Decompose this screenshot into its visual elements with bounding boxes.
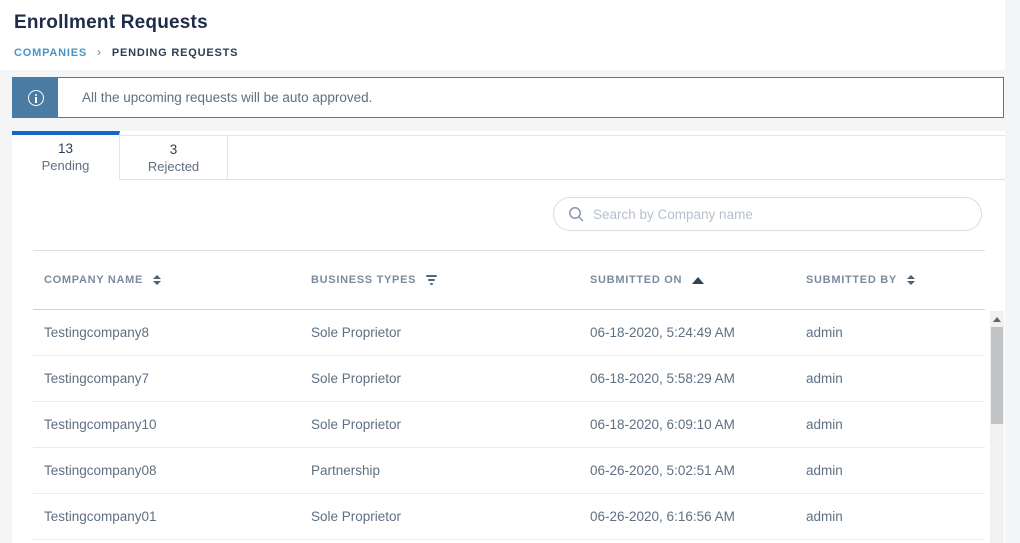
sort-both-icon xyxy=(906,275,915,285)
cell-business-type: Sole Proprietor xyxy=(311,371,402,386)
tab-bar: 13 Pending 3 Rejected xyxy=(12,131,1005,180)
cell-submitted-on: 06-18-2020, 5:58:29 AM xyxy=(590,371,735,386)
cell-business-type: Sole Proprietor xyxy=(311,417,402,432)
cell-submitted-on: 06-26-2020, 5:02:51 AM xyxy=(590,463,735,478)
page-title: Enrollment Requests xyxy=(14,12,208,33)
search-box[interactable] xyxy=(553,197,982,231)
search-input[interactable] xyxy=(593,206,967,222)
info-banner-icon-block xyxy=(13,78,58,117)
tab-pending-label: Pending xyxy=(41,157,90,173)
cell-company-name[interactable]: Testingcompany10 xyxy=(44,417,157,432)
tab-bar-filler xyxy=(228,135,1005,180)
page-header: Enrollment Requests COMPANIES › PENDING … xyxy=(0,0,1005,70)
column-header-label: COMPANY NAME xyxy=(44,274,144,286)
info-icon xyxy=(27,89,44,106)
tab-rejected-label: Rejected xyxy=(147,159,200,174)
cell-submitted-by: admin xyxy=(806,371,843,386)
column-header-company-name[interactable]: COMPANY NAME xyxy=(33,274,300,286)
scroll-up-arrow-icon xyxy=(993,316,1001,322)
chevron-right-icon: › xyxy=(97,45,102,59)
tab-rejected-count: 3 xyxy=(169,142,178,157)
table-row[interactable]: Testingcompany7 Sole Proprietor 06-18-20… xyxy=(33,356,985,402)
column-header-business-types[interactable]: BUSINESS TYPES xyxy=(300,274,579,286)
tab-pending[interactable]: 13 Pending xyxy=(12,131,120,180)
cell-submitted-by: admin xyxy=(806,325,843,340)
table-scrollbar[interactable] xyxy=(990,311,1004,543)
filter-icon[interactable] xyxy=(426,275,438,285)
scrollbar-up-button[interactable] xyxy=(990,311,1004,327)
breadcrumb-current: PENDING REQUESTS xyxy=(111,47,239,59)
tab-rejected[interactable]: 3 Rejected xyxy=(120,135,228,180)
cell-submitted-by: admin xyxy=(806,417,843,432)
table-row[interactable]: Testingcompany08 Partnership 06-26-2020,… xyxy=(33,448,985,494)
cell-submitted-on: 06-26-2020, 6:16:56 AM xyxy=(590,509,735,524)
column-header-submitted-by[interactable]: SUBMITTED BY xyxy=(795,274,985,286)
cell-submitted-by: admin xyxy=(806,463,843,478)
cell-submitted-on: 06-18-2020, 6:09:10 AM xyxy=(590,417,735,432)
cell-company-name[interactable]: Testingcompany01 xyxy=(44,509,157,524)
sort-asc-icon xyxy=(692,276,705,284)
sort-both-icon xyxy=(153,275,162,285)
content-card: 13 Pending 3 Rejected COMPANY NAME BUSIN… xyxy=(12,131,1005,543)
requests-table: COMPANY NAME BUSINESS TYPES SUBMITTED ON… xyxy=(33,250,985,543)
table-row[interactable]: Testingcompany01 Sole Proprietor 06-26-2… xyxy=(33,494,985,540)
cell-company-name[interactable]: Testingcompany08 xyxy=(44,463,157,478)
cell-company-name[interactable]: Testingcompany8 xyxy=(44,325,150,340)
column-header-label: SUBMITTED ON xyxy=(590,274,683,286)
table-header-row: COMPANY NAME BUSINESS TYPES SUBMITTED ON… xyxy=(33,250,985,310)
cell-business-type: Sole Proprietor xyxy=(311,509,402,524)
info-banner-message: All the upcoming requests will be auto a… xyxy=(82,90,373,105)
cell-submitted-on: 06-18-2020, 5:24:49 AM xyxy=(590,325,735,340)
breadcrumb: COMPANIES › PENDING REQUESTS xyxy=(14,45,239,60)
column-header-submitted-on[interactable]: SUBMITTED ON xyxy=(579,274,795,286)
breadcrumb-companies-link[interactable]: COMPANIES xyxy=(14,47,88,59)
tab-pending-count: 13 xyxy=(57,140,74,156)
cell-business-type: Partnership xyxy=(311,463,381,478)
table-row[interactable]: Testingcompany8 Sole Proprietor 06-18-20… xyxy=(33,310,985,356)
cell-business-type: Sole Proprietor xyxy=(311,325,402,340)
table-row[interactable]: Testingcompany10 Sole Proprietor 06-18-2… xyxy=(33,402,985,448)
search-icon xyxy=(569,207,584,222)
column-header-label: SUBMITTED BY xyxy=(806,274,897,286)
cell-submitted-by: admin xyxy=(806,509,843,524)
info-banner: All the upcoming requests will be auto a… xyxy=(12,77,1004,118)
scrollbar-thumb[interactable] xyxy=(991,327,1003,424)
column-header-label: BUSINESS TYPES xyxy=(311,274,417,286)
cell-company-name[interactable]: Testingcompany7 xyxy=(44,371,150,386)
